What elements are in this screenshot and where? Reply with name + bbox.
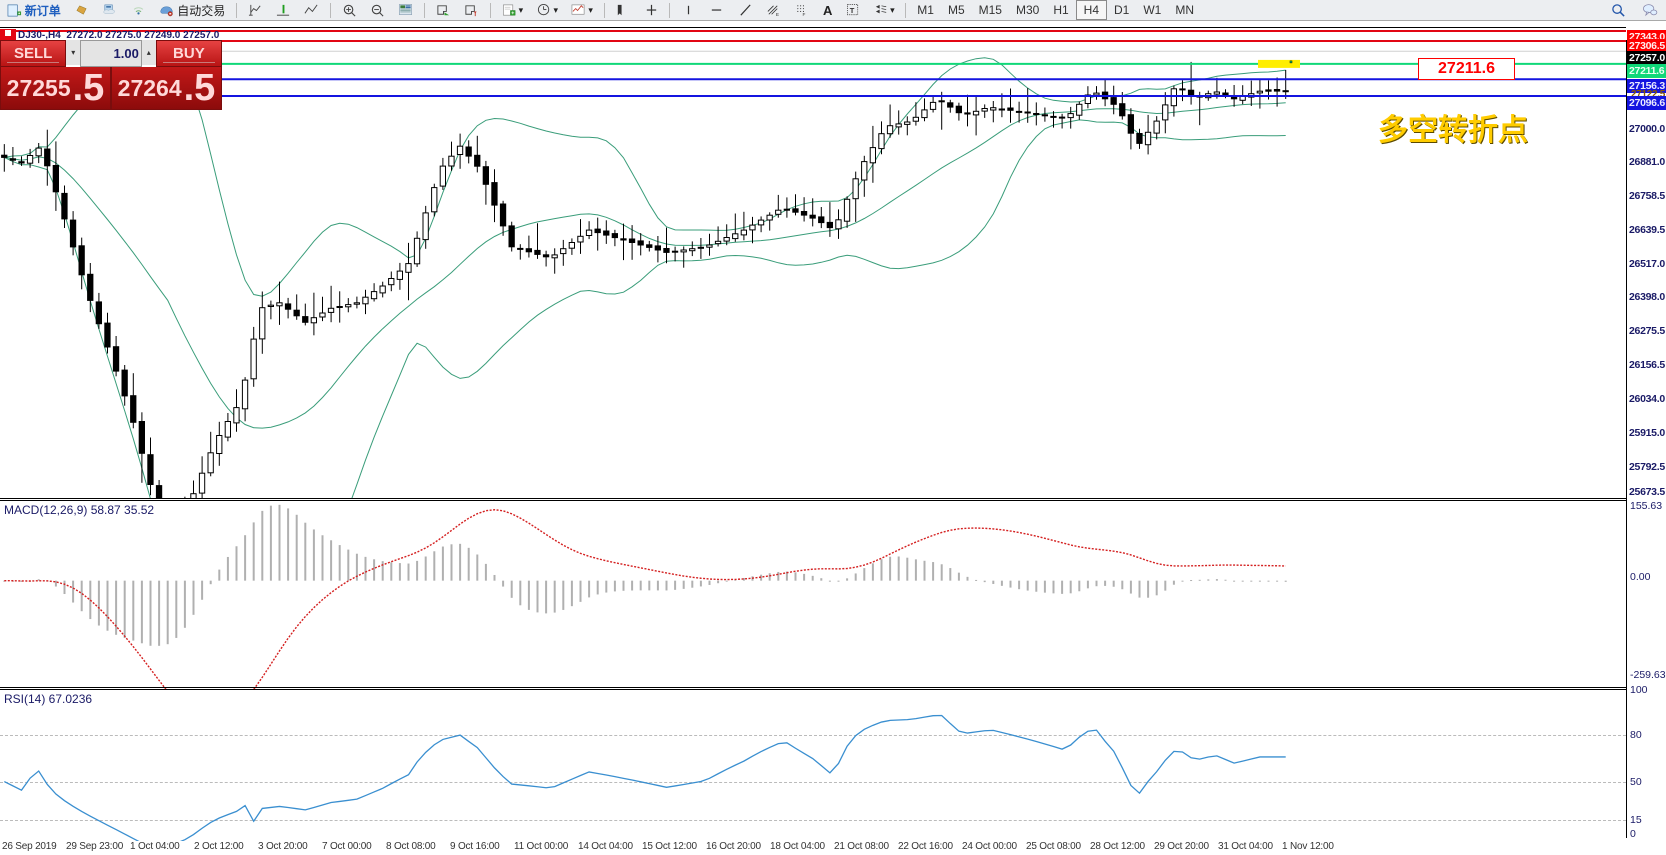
svg-text:F: F [802,12,805,17]
svg-text:T: T [849,5,854,14]
svg-text:E: E [776,12,779,17]
